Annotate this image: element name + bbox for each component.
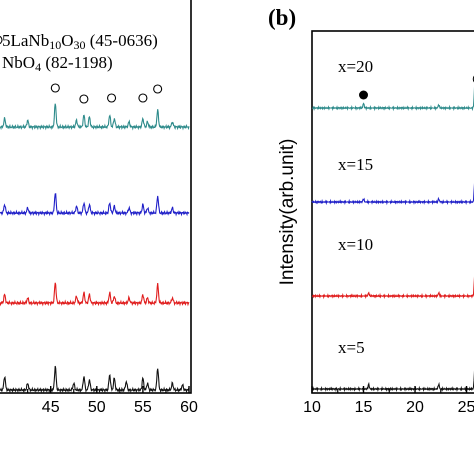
left-plot-frame [0, 0, 192, 394]
left-x-ticks: 45 50 55 60 [27, 386, 198, 416]
left-open-circle-marker [138, 93, 148, 103]
series-label-x-10: x=10 [338, 235, 373, 254]
legend-entry-2: NbO4 (82-1198) [2, 53, 113, 74]
right-series-labels: x=20 x=15 x=10 x=5 [338, 57, 373, 357]
right-x-tick-label: 20 [406, 399, 424, 416]
panel-label-b: (b) [268, 5, 296, 30]
right-x-tick-label: 25 [458, 399, 474, 416]
right-x-tick-label: 15 [355, 399, 373, 416]
right-series-line-4 [311, 370, 474, 393]
left-x-tick-label: 55 [134, 399, 152, 416]
right-filled-circle-marker [359, 90, 369, 100]
series-label-x-15: x=15 [338, 155, 373, 174]
right-x-tick-label: 10 [303, 399, 321, 416]
left-open-circle-marker [50, 83, 60, 93]
right-series-line-3 [311, 276, 474, 300]
right-panel: (b) Intensity(arb.unit) 10 15 20 25 x=20 x=1… [268, 5, 474, 416]
right-series-line-2 [311, 182, 474, 206]
left-peak-markers [0, 35, 163, 104]
right-series-group [311, 86, 474, 393]
legend-entry-1: 5LaNb10O30 (45-0636) [2, 31, 158, 52]
right-peak-markers [359, 75, 474, 100]
right-y-axis-label: Intensity(arb.unit) [277, 139, 298, 286]
legend-open-circle-marker [0, 35, 3, 45]
right-x-ticks: 10 15 20 25 [303, 386, 474, 416]
left-open-circle-marker [79, 94, 89, 104]
left-series-line-4 [0, 365, 190, 394]
series-label-x-20: x=20 [338, 57, 373, 76]
left-series-group [0, 103, 190, 394]
left-open-circle-marker [153, 84, 163, 94]
left-series-line-2 [0, 193, 190, 217]
left-x-tick-label: 45 [42, 399, 60, 416]
left-panel: 45 50 55 60 5LaNb10O30 (45-0636) NbO4 (82-1… [0, 0, 198, 416]
left-series-line-3 [0, 282, 190, 307]
series-label-x-5: x=5 [338, 338, 365, 357]
right-open-circle-marker [472, 75, 474, 83]
left-legend: 5LaNb10O30 (45-0636) NbO4 (82-1198) [2, 31, 158, 74]
right-plot-frame [311, 30, 474, 394]
left-x-tick-label: 60 [180, 399, 198, 416]
left-x-tick-label: 50 [88, 399, 106, 416]
left-series-line-1 [0, 103, 190, 131]
right-series-line-1 [311, 86, 474, 112]
left-open-circle-marker [107, 93, 117, 103]
